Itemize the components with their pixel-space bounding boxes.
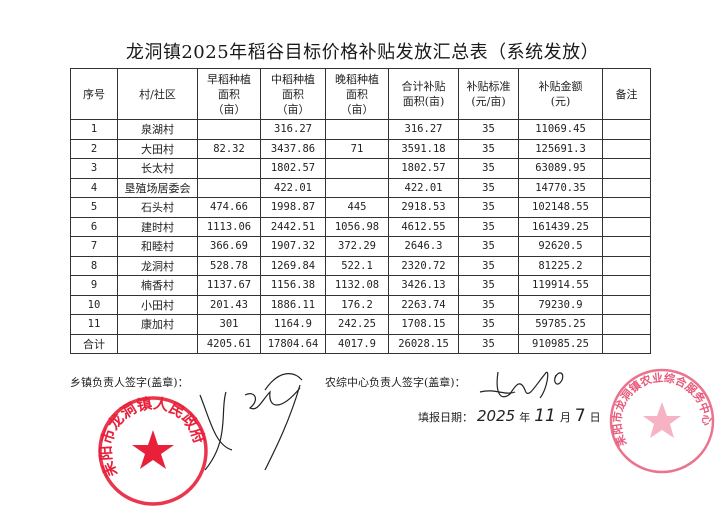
header-col-subsidy-amount: 补贴金额 (元)	[518, 68, 603, 120]
total-row: 合计 4205.61 17804.64 4017.9 26028.15 35 910985.…	[70, 333, 651, 354]
cell-col-mid-rice-area: 17804.64	[260, 333, 326, 354]
table-header-row: 序号 村/社区 早稻种植 面积 （亩） 中稻种植 面积 （亩） 晚稻种植 面积 （亩）合…	[70, 68, 651, 120]
cell-col-late-rice-area: 4017.9	[325, 333, 389, 354]
cell-col-seq: 合计	[70, 333, 118, 354]
header-col-total-area: 合计补贴 面积(亩)	[388, 68, 459, 120]
cell-col-total-area: 2263.74	[388, 294, 459, 315]
center-signature-label: 农综中心负责人签字(盖章)：	[325, 376, 466, 389]
table-row: 10 小田村 201.43 1886.11 176.2 2263.74 35 79230.9	[70, 294, 651, 315]
star-icon	[643, 402, 681, 438]
cell-col-mid-rice-area: 1156.38	[260, 275, 326, 296]
cell-col-early-rice-area: 4205.61	[197, 333, 261, 354]
cell-col-total-area: 1708.15	[388, 314, 459, 335]
header-col-early-rice-area: 早稻种植 面积 （亩）	[197, 68, 261, 120]
cell-col-mid-rice-area: 1886.11	[260, 294, 326, 315]
cell-col-mid-rice-area: 1802.57	[260, 158, 326, 179]
cell-col-total-area: 4612.55	[388, 216, 459, 237]
cell-col-total-area: 2646.3	[388, 236, 459, 257]
report-date: 填报日期： 2025 年 11 月 7 日	[418, 406, 601, 426]
report-date-label: 填报日期：	[418, 411, 473, 424]
subsidy-summary-table: 序号 村/社区 早稻种植 面积 （亩） 中稻种植 面积 （亩） 晚稻种植 面积 （亩）合…	[70, 68, 651, 354]
cell-col-total-area: 422.01	[388, 177, 459, 198]
header-col-remarks: 备注	[602, 68, 651, 120]
cell-col-village: 大田村	[117, 138, 198, 159]
cell-col-total-area: 2918.53	[388, 197, 459, 218]
cell-col-total-area: 316.27	[388, 119, 459, 140]
table-row: 11 康加村 301 1164.9 242.25 1708.15 35 59785.25	[70, 314, 651, 335]
table-row: 5 石头村 474.66 1998.87 445 2918.53 35 102148.55	[70, 197, 651, 218]
header-col-mid-rice-area: 中稻种植 面积 （亩）	[260, 68, 326, 120]
town-government-stamp: 耒阳市龙洞镇人民政府	[97, 394, 208, 506]
report-date-year: 2025	[477, 407, 516, 425]
cell-col-total-area: 26028.15	[388, 333, 459, 354]
cell-col-village: 和睦村	[117, 236, 198, 257]
cell-col-subsidy-amount: 102148.55	[518, 197, 603, 218]
table-row: 8 龙洞村 528.78 1269.84 522.1 2320.72 35 81225.2	[70, 255, 651, 276]
cell-col-early-rice-area: 1137.67	[197, 275, 261, 296]
town-signature-label: 乡镇负责人签字(盖章)：	[70, 376, 189, 389]
agri-center-stamp: 耒阳市龙洞镇农业综合服务中心	[610, 368, 715, 474]
cell-col-subsidy-amount: 92620.5	[518, 236, 603, 257]
day-unit: 日	[589, 411, 601, 424]
report-date-day: 7	[574, 406, 586, 426]
cell-col-late-rice-area: 445	[325, 197, 389, 218]
header-col-late-rice-area: 晚稻种植 面积 （亩）	[325, 68, 389, 120]
cell-col-subsidy-rate: 35	[458, 333, 519, 354]
document-title: 龙洞镇2025年稻谷目标价格补贴发放汇总表（系统发放）	[125, 42, 600, 63]
star-icon	[132, 430, 174, 469]
cell-col-subsidy-amount: 910985.25	[518, 333, 603, 354]
cell-col-subsidy-amount: 11069.45	[518, 119, 603, 140]
cell-col-early-rice-area: 301	[197, 314, 261, 335]
month-unit: 月	[559, 411, 571, 424]
cell-col-village: 垦殖场居委会	[117, 177, 198, 198]
header-col-village: 村/社区	[117, 68, 198, 120]
cell-col-village: 楠香村	[117, 275, 198, 296]
cell-col-late-rice-area: 522.1	[325, 255, 389, 276]
table-row: 3 长太村 1802.57 1802.57 35 63089.95	[70, 158, 651, 179]
cell-col-remarks	[602, 333, 651, 354]
cell-col-late-rice-area: 242.25	[325, 314, 389, 335]
header-col-subsidy-rate: 补贴标准 (元/亩)	[458, 68, 519, 120]
cell-col-mid-rice-area: 1998.87	[260, 197, 326, 218]
year-unit: 年	[519, 411, 531, 424]
table-row: 6 建时村 1113.06 2442.51 1056.98 4612.55 35 161439…	[70, 216, 651, 237]
cell-col-early-rice-area: 474.66	[197, 197, 261, 218]
cell-col-mid-rice-area: 422.01	[260, 177, 326, 198]
report-date-month: 11	[534, 406, 556, 426]
cell-col-early-rice-area: 366.69	[197, 236, 261, 257]
